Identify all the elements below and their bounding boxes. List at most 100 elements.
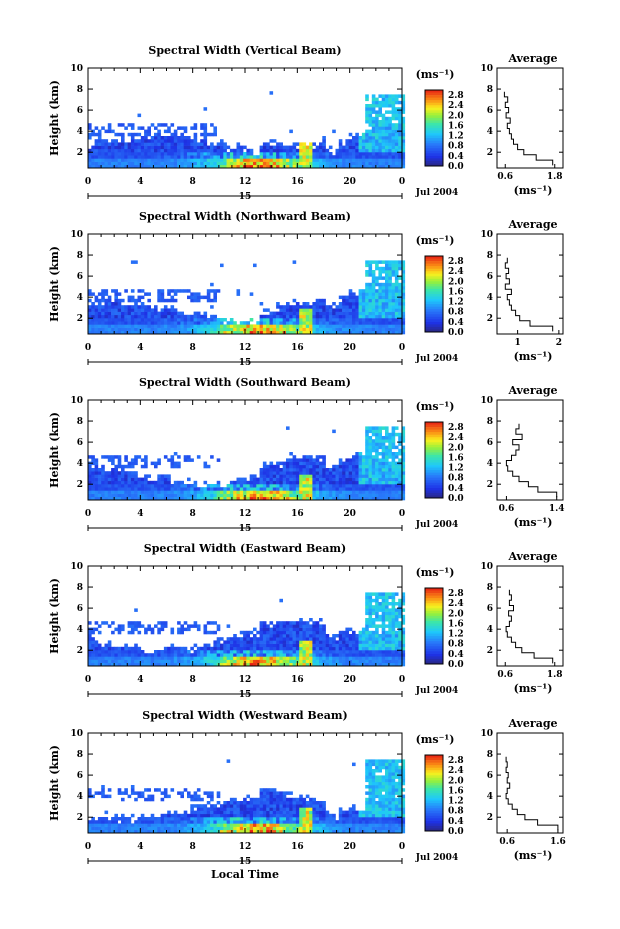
heatmap-cell	[117, 158, 122, 162]
heatmap-cell	[239, 487, 244, 491]
heatmap-cell	[210, 161, 214, 166]
x-tick-label: 4	[137, 343, 143, 353]
heatmap-cell	[144, 659, 148, 664]
heatmap-cell	[371, 270, 376, 274]
heatmap-cell	[368, 480, 373, 485]
heatmap-cell	[342, 330, 346, 335]
heatmap-cell	[342, 152, 346, 156]
heatmap-cell	[358, 292, 363, 296]
heatmap-cell	[368, 659, 373, 664]
heatmap-cell	[319, 464, 323, 469]
heatmap-cell	[114, 289, 118, 293]
heatmap-cell	[358, 634, 363, 638]
heatmap-cell	[167, 314, 171, 319]
heatmap-cell	[391, 289, 396, 293]
heatmap-cell	[361, 330, 366, 335]
heatmap-cell	[104, 292, 109, 296]
heatmap-cell	[381, 480, 386, 485]
heatmap-cell	[338, 490, 343, 494]
heatmap-cell	[150, 794, 155, 799]
heatmap-cell	[213, 158, 217, 162]
heatmap-cell	[355, 634, 359, 638]
heatmap-cell	[398, 602, 402, 606]
heatmap-cell	[352, 139, 356, 143]
heatmap-cell	[338, 158, 343, 162]
heatmap-cell	[286, 321, 290, 325]
heatmap-cell	[210, 298, 214, 303]
heatmap-cell	[378, 311, 382, 316]
heatmap-cell	[394, 643, 399, 648]
heatmap-cell	[381, 104, 386, 108]
heatmap-cell	[342, 637, 346, 641]
heatmap-cell	[213, 161, 217, 166]
heatmap-cell	[134, 305, 138, 309]
heatmap-cell	[378, 136, 382, 140]
heatmap-cell	[312, 142, 316, 146]
heatmap-cell	[262, 161, 267, 166]
heatmap-cell	[368, 621, 373, 625]
heatmap-cell	[216, 152, 221, 156]
heatmap-cell	[130, 624, 135, 628]
heatmap-cell	[253, 659, 257, 664]
heatmap-cell	[170, 132, 175, 137]
heatmap-cell	[130, 650, 135, 654]
colorbar-tick-label: 0.8	[448, 474, 464, 484]
heatmap-cell	[378, 429, 382, 434]
heatmap-cell	[378, 592, 382, 596]
heatmap-cell	[338, 487, 343, 491]
heatmap-cell	[183, 145, 188, 150]
heatmap-cell	[220, 646, 224, 651]
heatmap-cell	[319, 302, 323, 306]
heatmap-cell	[319, 155, 323, 159]
heatmap-cell	[111, 302, 115, 306]
panel-title: Spectral Width (Vertical Beam)	[148, 44, 341, 57]
heatmap-cell	[160, 136, 165, 140]
heatmap-cell	[104, 455, 109, 459]
heatmap-cell	[309, 145, 313, 150]
heatmap-cell	[309, 324, 313, 328]
heatmap-cell	[246, 164, 250, 169]
heatmap-cell	[398, 113, 402, 118]
heatmap-cell	[144, 330, 148, 335]
heatmap-cell	[279, 662, 283, 667]
heatmap-cell	[322, 656, 326, 660]
heatmap-cell	[381, 471, 386, 475]
heatmap-cell	[107, 480, 112, 485]
heatmap-cell	[365, 452, 369, 456]
heatmap-cell	[302, 455, 307, 459]
heatmap-cell	[206, 289, 211, 293]
heatmap-cell	[94, 152, 99, 156]
panel-2: Spectral Width (Northward Beam)246810Hei…	[48, 210, 564, 368]
heatmap-cell	[137, 152, 142, 156]
heatmap-cell	[150, 321, 155, 325]
heatmap-cell	[368, 439, 373, 443]
heatmap-cell	[332, 640, 336, 644]
heatmap-cell	[276, 324, 280, 328]
heatmap-cell	[200, 142, 204, 146]
heatmap-cell	[200, 158, 204, 162]
heatmap-cell	[315, 152, 320, 156]
heatmap-cell	[328, 308, 333, 312]
heatmap-cell	[233, 640, 237, 644]
colorbar-swatch	[425, 148, 443, 152]
heatmap-cell	[206, 164, 211, 169]
heatmap-cell	[272, 471, 277, 475]
heatmap-cell	[289, 662, 293, 667]
heatmap-cell	[299, 490, 303, 494]
heatmap-cell	[305, 634, 310, 638]
heatmap-cell	[394, 282, 399, 287]
heatmap-cell	[130, 823, 135, 827]
heatmap-cell	[375, 161, 379, 166]
heatmap-cell	[381, 129, 386, 134]
heatmap-cell	[213, 164, 217, 169]
heatmap-cell	[315, 158, 320, 162]
heatmap-cell	[355, 455, 359, 459]
heatmap-cell	[368, 321, 373, 325]
heatmap-cell	[394, 132, 399, 137]
heatmap-cell	[394, 480, 399, 485]
heatmap-cell	[114, 302, 118, 306]
heatmap-cell	[305, 627, 310, 632]
heatmap-cell	[276, 487, 280, 491]
heatmap-cell	[299, 646, 303, 651]
heatmap-cell	[104, 308, 109, 312]
